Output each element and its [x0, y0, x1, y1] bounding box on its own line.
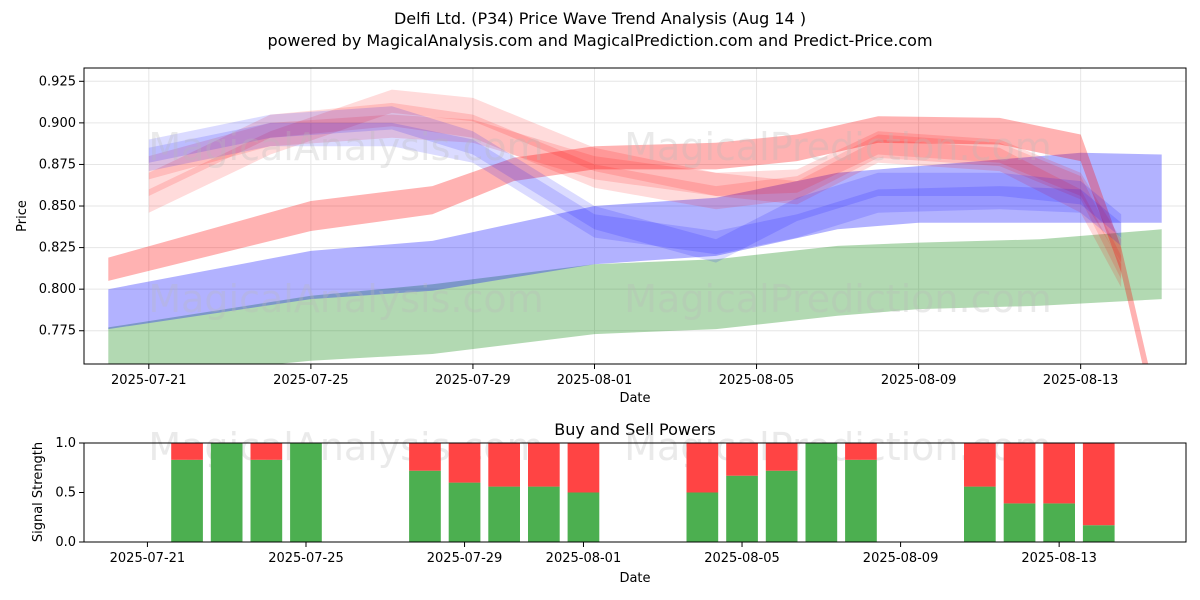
main-y-tick-label: 0.900 — [39, 116, 76, 131]
sell-bar — [1003, 443, 1036, 504]
main-x-tick-label: 2025-08-01 — [557, 373, 633, 388]
red-price-band — [148, 114, 1122, 263]
power-y-tick-label: 1.0 — [55, 436, 76, 451]
band-group — [108, 89, 1162, 364]
main-y-tick-label: 0.775 — [39, 324, 76, 339]
buy-bar — [528, 486, 560, 542]
buy-bar — [964, 486, 996, 542]
main-x-tick-label: 2025-08-13 — [1043, 373, 1119, 388]
watermark-analysis-bottom: MagicalAnalysis.com — [148, 425, 543, 469]
buy-sell-chart: Buy and Sell Powers MagicalAnalysis.com … — [31, 420, 1187, 586]
chart-title: Delfi Ltd. (P34) Price Wave Trend Analys… — [393, 9, 807, 28]
red-price-band — [148, 102, 1122, 280]
main-x-tick-label: 2025-08-09 — [881, 373, 957, 388]
power-x-axis-label: Date — [619, 571, 650, 586]
power-x-ticks: 2025-07-21 2025-07-25 2025-07-29 2025-08-01… — [110, 542, 1097, 566]
sell-bar — [765, 443, 798, 471]
sell-bar — [1082, 443, 1115, 526]
power-bars — [171, 443, 1115, 542]
buy-bar — [488, 486, 520, 542]
main-y-ticks: 0.775 0.800 0.825 0.850 0.875 0.900 0.925 — [39, 74, 84, 339]
main-grid — [84, 68, 1186, 364]
watermark-analysis-top: MagicalAnalysis.com — [148, 125, 543, 169]
buy-bar — [448, 482, 481, 542]
blue-price-band — [108, 152, 1162, 330]
power-y-tick-label: 0.0 — [55, 535, 76, 550]
buy-bar — [1082, 525, 1115, 542]
buy-bar — [567, 492, 600, 542]
power-x-tick-label: 2025-07-29 — [427, 551, 503, 566]
power-y-ticks: 0.0 0.5 1.0 — [55, 436, 84, 550]
main-y-tick-label: 0.925 — [39, 74, 76, 89]
buy-bar — [250, 459, 283, 542]
sell-bar — [171, 443, 203, 460]
main-plot-frame — [83, 67, 1187, 365]
blue-price-band — [148, 106, 1122, 263]
watermark-analysis-mid: MagicalAnalysis.com — [148, 277, 543, 321]
watermark-prediction-mid: MagicalPrediction.com — [624, 277, 1052, 321]
main-plot-background — [84, 68, 1186, 364]
main-x-tick-label: 2025-08-05 — [719, 373, 795, 388]
power-y-tick-label: 0.5 — [55, 486, 76, 501]
sell-bar — [488, 443, 520, 487]
main-x-tick-label: 2025-07-21 — [111, 373, 187, 388]
main-x-ticks: 2025-07-21 2025-07-25 2025-07-29 2025-08-01… — [111, 364, 1118, 388]
chart-subtitle: powered by MagicalAnalysis.com and Magic… — [267, 31, 933, 50]
main-x-axis-label: Date — [619, 391, 650, 406]
main-x-tick-label: 2025-07-25 — [273, 373, 349, 388]
buy-bar — [210, 443, 243, 542]
power-x-tick-label: 2025-08-05 — [704, 551, 780, 566]
watermark-prediction-top: MagicalPrediction.com — [624, 125, 1052, 169]
blue-price-band — [148, 122, 1122, 255]
buy-bar — [1043, 503, 1075, 542]
sell-bar — [409, 443, 441, 471]
power-x-tick-label: 2025-08-13 — [1021, 551, 1097, 566]
power-x-tick-label: 2025-07-21 — [110, 551, 186, 566]
red-price-band — [108, 116, 1149, 364]
sell-bar — [448, 443, 481, 483]
power-x-tick-label: 2025-08-09 — [863, 551, 939, 566]
buy-bar — [686, 492, 719, 542]
buy-bar — [765, 470, 798, 542]
sell-bar — [1043, 443, 1075, 504]
price-wave-chart: MagicalAnalysis.com MagicalPrediction.co… — [15, 67, 1187, 406]
buy-bar — [409, 470, 441, 542]
main-y-tick-label: 0.825 — [39, 241, 76, 256]
buy-bar — [171, 459, 203, 542]
main-y-tick-label: 0.800 — [39, 282, 76, 297]
buy-bar — [726, 475, 758, 542]
sell-bar — [845, 443, 877, 460]
main-y-tick-label: 0.875 — [39, 157, 76, 172]
buy-bar — [845, 459, 877, 542]
green-price-band — [108, 229, 1162, 364]
sell-bar — [726, 443, 758, 476]
main-y-axis-label: Price — [15, 200, 30, 232]
sell-bar — [686, 443, 719, 493]
main-x-tick-label: 2025-07-29 — [435, 373, 511, 388]
price-bands — [108, 89, 1162, 364]
buy-bar — [1003, 503, 1036, 542]
sell-bar — [528, 443, 560, 487]
sell-bar — [964, 443, 996, 487]
power-y-axis-label: Signal Strength — [31, 442, 46, 542]
sell-bar — [250, 443, 283, 460]
power-chart-title: Buy and Sell Powers — [554, 420, 716, 439]
buy-bar — [805, 443, 838, 542]
sell-bar — [567, 443, 600, 493]
power-x-tick-label: 2025-08-01 — [546, 551, 622, 566]
main-y-tick-label: 0.850 — [39, 199, 76, 214]
buy-bar — [290, 443, 322, 542]
power-x-tick-label: 2025-07-25 — [268, 551, 344, 566]
